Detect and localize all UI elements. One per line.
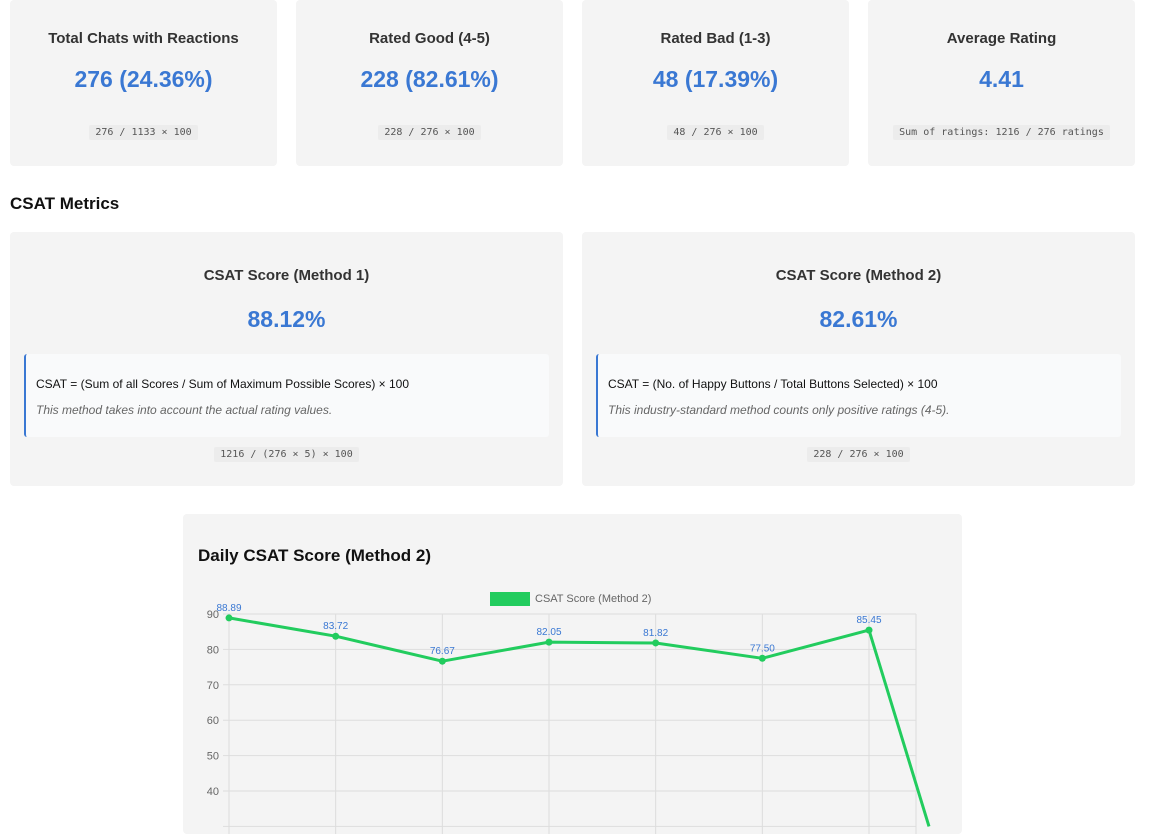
csat-value: 82.61% [819, 306, 898, 332]
chart-title: Daily CSAT Score (Method 2) [198, 546, 431, 565]
data-point [865, 626, 873, 634]
data-point [758, 654, 766, 662]
data-label: 83.72 [323, 621, 348, 632]
stat-title: Rated Bad (1-3) [660, 30, 771, 47]
stat-card-average-rating: Average Rating 4.41 Sum of ratings: 1216… [868, 0, 1135, 166]
legend-swatch [490, 592, 530, 606]
y-tick-label: 50 [207, 751, 219, 763]
csat-note: This industry-standard method counts onl… [608, 403, 950, 417]
section-title-csat-metrics: CSAT Metrics [10, 194, 120, 213]
csat-formula-box: CSAT = (No. of Happy Buttons / Total But… [596, 354, 1121, 437]
y-tick-label: 80 [207, 644, 219, 656]
csat-title: CSAT Score (Method 1) [203, 267, 370, 284]
data-label: 85.45 [856, 615, 881, 626]
stat-value: 228 (82.61%) [360, 66, 499, 92]
data-label: 81.82 [643, 628, 668, 639]
stat-title: Total Chats with Reactions [48, 30, 239, 47]
data-point [225, 614, 233, 622]
csat-card-method-1: CSAT Score (Method 1) 88.12% CSAT = (Sum… [10, 232, 563, 486]
stat-value: 4.41 [979, 66, 1024, 92]
stat-card-total-chats: Total Chats with Reactions 276 (24.36%) … [10, 0, 277, 166]
data-point [545, 638, 553, 646]
data-label: 82.05 [536, 627, 561, 638]
stat-formula: 48 / 276 × 100 [667, 125, 764, 140]
legend-label: CSAT Score (Method 2) [535, 593, 651, 605]
csat-calc: 228 / 276 × 100 [807, 447, 910, 462]
y-tick-label: 60 [207, 715, 219, 727]
chart-card-daily-csat: Daily CSAT Score (Method 2) CSAT Score (… [183, 514, 962, 834]
csat-formula-text: CSAT = (No. of Happy Buttons / Total But… [608, 377, 938, 391]
y-tick-label: 90 [207, 609, 219, 621]
stat-value: 48 (17.39%) [652, 66, 779, 92]
data-label: 88.89 [216, 603, 241, 614]
series-line [228, 616, 931, 827]
data-point [438, 657, 446, 665]
csat-formula-text: CSAT = (Sum of all Scores / Sum of Maxim… [36, 377, 410, 391]
csat-note: This method takes into account the actua… [36, 403, 333, 417]
stat-title: Rated Good (4-5) [369, 30, 490, 47]
stat-title: Average Rating [946, 30, 1057, 47]
y-tick-label: 40 [207, 786, 219, 798]
csat-card-method-2: CSAT Score (Method 2) 82.61% CSAT = (No.… [582, 232, 1135, 486]
data-point [332, 632, 340, 640]
stat-value: 276 (24.36%) [74, 66, 213, 92]
csat-calc: 1216 / (276 × 5) × 100 [214, 447, 359, 462]
stat-card-rated-good: Rated Good (4-5) 228 (82.61%) 228 / 276 … [296, 0, 563, 166]
data-label: 77.50 [750, 643, 775, 654]
data-label: 76.67 [430, 646, 455, 657]
stat-formula: 228 / 276 × 100 [378, 125, 481, 140]
csat-value: 88.12% [247, 306, 326, 332]
csat-title: CSAT Score (Method 2) [775, 267, 942, 284]
stat-card-rated-bad: Rated Bad (1-3) 48 (17.39%) 48 / 276 × 1… [582, 0, 849, 166]
csat-formula-box: CSAT = (Sum of all Scores / Sum of Maxim… [24, 354, 549, 437]
stat-formula: 276 / 1133 × 100 [89, 125, 198, 140]
data-point [652, 639, 660, 647]
y-tick-label: 70 [207, 680, 219, 692]
daily-csat-line-chart: CSAT Score (Method 2) 88.89 83.72 76.67 82.… [207, 592, 931, 834]
stat-formula: Sum of ratings: 1216 / 276 ratings [893, 125, 1110, 140]
